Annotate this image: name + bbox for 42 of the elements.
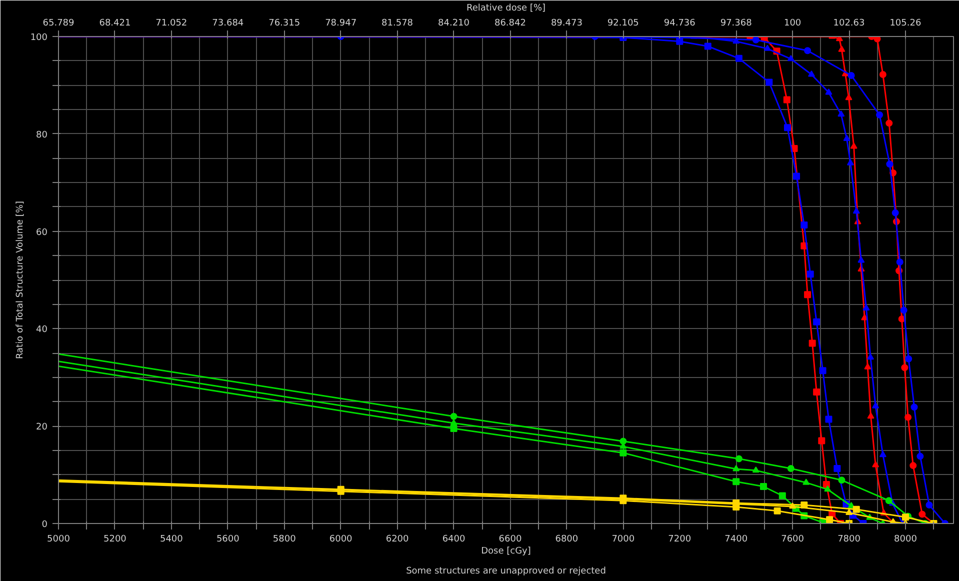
x2-tick-label: 89.473 bbox=[550, 18, 582, 28]
x-tick-label: 6200 bbox=[386, 534, 410, 544]
y-tick-label: 0 bbox=[42, 520, 48, 530]
x2-tick-label: 102.63 bbox=[833, 18, 865, 28]
x-tick-label: 7600 bbox=[781, 534, 804, 544]
y-tick-label: 60 bbox=[36, 228, 48, 238]
x2-tick-label: 94.736 bbox=[664, 18, 696, 28]
x2-tick-label: 105.26 bbox=[890, 18, 922, 28]
x2-tick-label: 73.684 bbox=[212, 18, 244, 28]
x-tick-label: 6600 bbox=[498, 534, 522, 544]
x2-tick-label: 68.421 bbox=[99, 18, 131, 28]
x2-tick-label: 81.578 bbox=[382, 18, 414, 28]
text: Some structures are unapproved or rejected bbox=[406, 566, 606, 576]
x-tick-label: 6800 bbox=[555, 534, 578, 544]
y-tick-label: 40 bbox=[36, 325, 48, 336]
x2-tick-label: 92.105 bbox=[607, 18, 639, 28]
x-tick-label: 7800 bbox=[838, 534, 861, 544]
x2-tick-label: 84.210 bbox=[438, 18, 470, 28]
x-tick-label: 6000 bbox=[329, 534, 353, 544]
x-tick-label: 5600 bbox=[216, 534, 240, 544]
x-tick-label: 5000 bbox=[47, 534, 70, 544]
x-tick-label: 5200 bbox=[104, 534, 127, 544]
x2-tick-label: 97.368 bbox=[720, 18, 752, 28]
x2-tick-label: 76.315 bbox=[268, 18, 300, 28]
x-tick-label: 7200 bbox=[668, 534, 692, 544]
x-tick-label: 8000 bbox=[894, 534, 918, 544]
x2-tick-label: 65.789 bbox=[42, 18, 75, 28]
x-tick-label: 5400 bbox=[160, 534, 184, 544]
y-axis-title: Ratio of Total Structure Volume [%] bbox=[15, 200, 26, 360]
x-tick-label: 5800 bbox=[272, 534, 296, 544]
x-axis-title: Dose [cGy] bbox=[481, 546, 531, 556]
x2-axis-title: Relative dose [%] bbox=[466, 4, 546, 14]
x2-tick-label: 71.052 bbox=[156, 18, 188, 28]
x-tick-label: 6400 bbox=[442, 534, 466, 544]
y-tick-label: 80 bbox=[36, 130, 48, 140]
y-tick-label: 100 bbox=[30, 33, 48, 43]
x2-tick-label: 86.842 bbox=[494, 18, 526, 28]
x2-tick-label: 78.947 bbox=[325, 18, 357, 28]
x-tick-label: 7000 bbox=[612, 534, 635, 544]
y-tick-label: 20 bbox=[36, 422, 48, 433]
x2-tick-label: 100 bbox=[784, 18, 802, 28]
x-tick-label: 7400 bbox=[724, 534, 748, 544]
